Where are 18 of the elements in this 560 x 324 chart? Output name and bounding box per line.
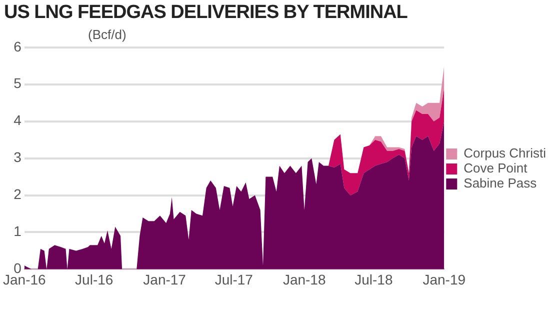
y-tick-label: 1 — [14, 223, 22, 240]
series-label: Corpus Christi — [464, 146, 546, 161]
x-tick-label: Jul-17 — [214, 271, 254, 288]
series-label: Cove Point — [464, 160, 528, 176]
chart-title: US LNG FEEDGAS DELIVERIES BY TERMINAL — [4, 2, 408, 24]
y-tick-label: 6 — [14, 38, 22, 54]
x-tick-label: Jan-17 — [143, 271, 186, 288]
series-label: Sabine Pass — [464, 176, 538, 191]
y-tick-label: 2 — [14, 186, 22, 202]
y-tick-label: 0 — [14, 260, 22, 276]
x-tick-label: Jan-18 — [282, 271, 326, 288]
x-tick-label: Jul-16 — [75, 271, 114, 288]
y-tick-label: 4 — [14, 112, 22, 128]
x-tick-label: Jul-18 — [354, 271, 393, 288]
y-tick-label: 5 — [14, 75, 22, 92]
x-tick-label: Jan-19 — [422, 271, 466, 288]
y-axis-title: (Bcf/d) — [88, 27, 126, 42]
y-tick-label: 3 — [14, 149, 22, 166]
